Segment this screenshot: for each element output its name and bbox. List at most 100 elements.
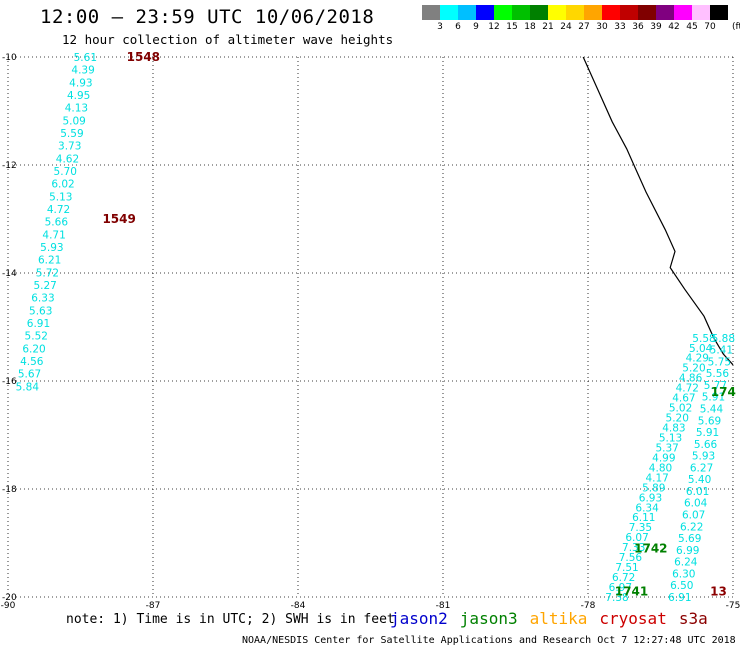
credit-line: NOAA/NESDIS Center for Satellite Applica… — [242, 635, 736, 646]
pass-time-label: 1549 — [102, 212, 135, 226]
legend-tick-label: 21 — [542, 22, 554, 32]
map-title: 12:00 – 23:59 UTC 10/06/2018 — [40, 6, 375, 28]
legend-tick-label: 42 — [668, 22, 680, 32]
wave-height-value: 6.02 — [51, 179, 74, 191]
wave-height-value: 7.51 — [615, 562, 638, 574]
pass-time-labels: 1548 1549 1742 1741 174 13 — [102, 50, 735, 599]
pass-time-label: 174 — [711, 385, 736, 399]
wave-height-value: 5.02 — [669, 403, 692, 415]
legend-tick-label: 39 — [650, 22, 662, 32]
satellite-legend: jason2 jason3 altika cryosat s3a — [390, 609, 720, 628]
wave-height-value: 5.13 — [49, 191, 72, 203]
lon-tick-label: -84 — [291, 601, 306, 611]
satellite-legend-s3a: s3a — [678, 609, 708, 628]
legend-swatch — [566, 5, 584, 20]
wave-height-value: 5.77 — [704, 380, 727, 392]
track-east-inner: 5.585.044.295.204.864.724.675.025.204.83… — [605, 333, 715, 604]
lat-tick-label: -10 — [2, 53, 17, 63]
legend-tick-label: 3 — [437, 22, 443, 32]
legend-swatch — [584, 5, 602, 20]
wave-height-value: 4.13 — [65, 103, 88, 115]
wave-height-value: 4.93 — [69, 77, 92, 89]
wave-height-value: 4.86 — [679, 373, 703, 385]
wave-height-value: 5.84 — [16, 381, 40, 393]
wave-height-value: 4.39 — [71, 65, 94, 77]
legend-tick-label: 30 — [596, 22, 608, 32]
coastline — [582, 56, 734, 366]
satellite-legend-jason3: jason3 — [459, 609, 518, 628]
wave-height-value: 6.72 — [612, 572, 635, 584]
wave-height-value: 6.93 — [639, 492, 662, 504]
wave-height-value: 6.91 — [668, 592, 691, 604]
map-subtitle: 12 hour collection of altimeter wave hei… — [62, 32, 394, 47]
wave-height-value: 6.91 — [27, 318, 50, 330]
satellite-legend-cryosat: cryosat — [599, 609, 667, 628]
lat-tick-label: -14 — [2, 269, 17, 279]
wave-height-value: 5.56 — [706, 368, 730, 380]
pass-time-label: 1548 — [127, 50, 160, 64]
wave-height-value: 6.07 — [625, 532, 648, 544]
wave-height-value: 5.13 — [659, 432, 682, 444]
wave-height-value: 4.80 — [649, 462, 672, 474]
wave-height-value: 5.70 — [54, 166, 77, 178]
legend-tick-label: 9 — [473, 22, 479, 32]
wave-height-value: 5.75 — [708, 356, 731, 368]
pass-time-label: 1741 — [615, 585, 648, 599]
wave-height-value: 5.58 — [692, 333, 715, 345]
satellite-legend-altika: altika — [529, 609, 588, 628]
wave-height-value: 6.33 — [31, 293, 54, 305]
wave-height-value: 5.67 — [18, 369, 41, 381]
wave-height-value: 6.21 — [38, 255, 61, 267]
wave-height-value: 7.35 — [629, 522, 652, 534]
lat-tick-label: -16 — [2, 377, 17, 387]
wave-height-value: 5.41 — [710, 345, 733, 357]
wave-height-value: 6.97 — [609, 582, 632, 594]
wave-height-value: 6.22 — [680, 521, 703, 533]
wave-height-value: 4.67 — [672, 393, 695, 405]
wave-height-value: 5.63 — [29, 305, 52, 317]
legend-swatch — [476, 5, 494, 20]
legend-swatch — [422, 5, 440, 20]
wave-height-value: 5.09 — [62, 115, 85, 127]
wave-height-value: 6.30 — [672, 568, 695, 580]
wave-height-value: 5.61 — [74, 52, 97, 64]
wave-height-value: 5.44 — [700, 403, 724, 415]
wave-height-value: 6.01 — [686, 486, 709, 498]
lat-lon-grid — [7, 56, 734, 598]
legend-tick-label: 15 — [506, 22, 518, 32]
color-legend — [422, 5, 728, 20]
legend-swatch — [494, 5, 512, 20]
legend-swatch — [710, 5, 728, 20]
wave-height-value: 4.71 — [42, 229, 65, 241]
legend-swatch — [548, 5, 566, 20]
wave-height-value: 3.73 — [58, 141, 81, 153]
wave-height-value: 5.91 — [696, 427, 719, 439]
wave-height-value: 5.66 — [45, 217, 69, 229]
wave-height-value: 5.40 — [688, 474, 711, 486]
wave-height-value: 5.88 — [712, 333, 735, 345]
wave-height-value: 4.62 — [56, 153, 79, 165]
wave-height-value: 5.93 — [692, 451, 715, 463]
wave-height-value: 7.56 — [619, 552, 643, 564]
wave-height-value: 6.34 — [635, 502, 659, 514]
wave-height-value: 5.72 — [36, 267, 59, 279]
wave-height-value: 6.20 — [22, 343, 45, 355]
wave-height-value: 5.20 — [666, 413, 689, 425]
wave-height-value: 4.72 — [676, 383, 699, 395]
wave-height-value: 5.59 — [60, 128, 83, 140]
legend-swatch — [656, 5, 674, 20]
wave-height-value: 4.56 — [20, 356, 44, 368]
track-west: 5.614.394.934.954.135.095.593.734.625.70… — [16, 52, 97, 393]
legend-tick-label: 12 — [488, 22, 500, 32]
wave-height-value: 6.50 — [670, 580, 693, 592]
legend-unit: (ft) — [732, 22, 740, 32]
wave-height-value: 5.52 — [25, 331, 48, 343]
wave-height-value: 6.04 — [684, 498, 708, 510]
wave-height-value: 4.17 — [645, 472, 668, 484]
legend-tick-label: 70 — [704, 22, 716, 32]
wave-height-value: 5.66 — [694, 439, 718, 451]
pass-time-label: 1742 — [634, 541, 667, 555]
legend-swatch — [692, 5, 710, 20]
wave-height-value: 6.99 — [676, 545, 699, 557]
